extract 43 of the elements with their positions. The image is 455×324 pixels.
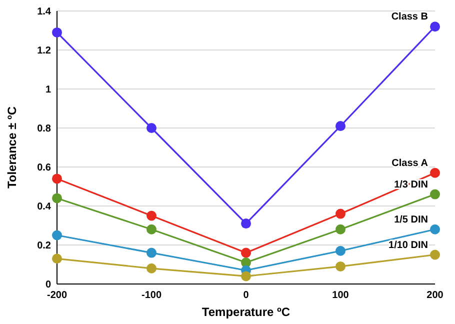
series-label: 1/10 DIN [388, 240, 428, 251]
y-tick-label: 1 [45, 84, 52, 96]
point [336, 261, 346, 272]
point [336, 224, 346, 234]
point [52, 174, 62, 184]
point [430, 168, 440, 178]
point [52, 230, 62, 240]
point [336, 208, 346, 219]
series-label: Class B [391, 12, 428, 23]
point [430, 250, 440, 260]
x-tick-label: -200 [46, 290, 68, 301]
point [430, 189, 440, 200]
point [241, 248, 251, 258]
point [430, 22, 440, 32]
y-tick-label: 1.4 [37, 6, 52, 18]
x-axis-title: Temperature ºC [202, 305, 290, 319]
point [52, 193, 62, 204]
y-tick-label: 0.6 [37, 162, 52, 174]
point [146, 263, 156, 274]
y-tick-label: 0.4 [37, 202, 52, 212]
point [336, 121, 346, 132]
series-label: 1/5 DIN [394, 214, 428, 226]
point [146, 210, 156, 221]
point [146, 224, 156, 234]
x-tick-label: 200 [426, 290, 444, 301]
series-label: Class A [392, 158, 428, 169]
point [146, 123, 156, 133]
y-tick-label: 0.8 [37, 124, 52, 134]
point [336, 246, 346, 256]
series-label: 1/3 DIN [394, 179, 428, 190]
point [430, 224, 440, 234]
y-axis-title: Tolerance ± ºC [5, 106, 19, 189]
point [52, 27, 62, 38]
x-tick-label: 0 [243, 290, 250, 301]
y-tick-label: 1.2 [37, 46, 52, 56]
point [241, 218, 251, 229]
y-tick-label: 0.2 [37, 240, 52, 252]
point [241, 271, 251, 282]
point [52, 254, 62, 264]
x-tick-label: 100 [332, 290, 350, 301]
y-tick-label: 0 [45, 280, 52, 290]
x-tick-label: -100 [141, 290, 162, 301]
point [146, 248, 156, 258]
